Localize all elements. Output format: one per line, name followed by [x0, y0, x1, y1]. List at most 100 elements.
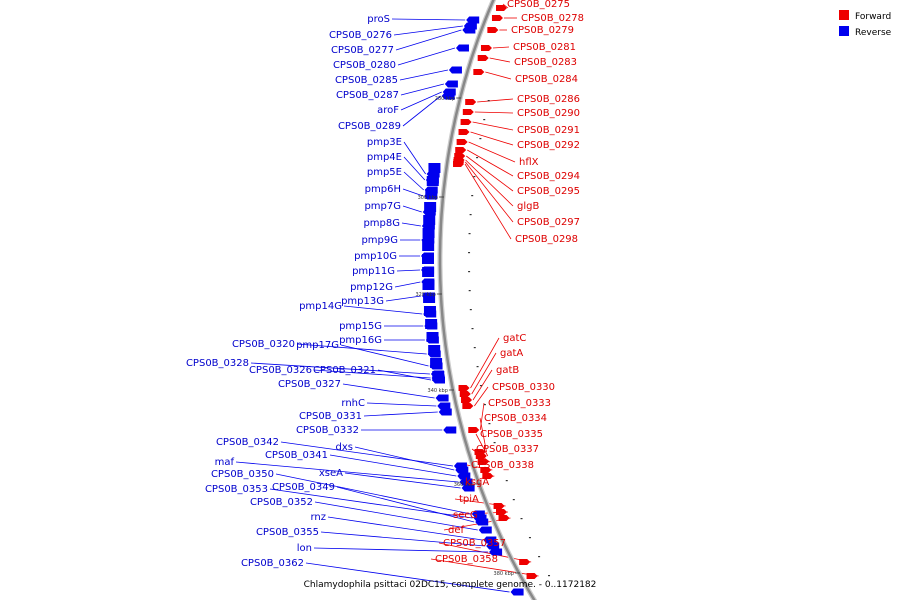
legend-label-reverse: Reverse — [855, 28, 892, 38]
gene-label-pmp5e[interactable]: pmp5E — [367, 167, 402, 178]
gene-label-cps0b-0320[interactable]: CPS0B_0320 — [232, 339, 295, 350]
gene-label-pmp6h[interactable]: pmp6H — [365, 184, 401, 195]
gene-label-cps0b-0334[interactable]: CPS0B_0334 — [484, 413, 547, 424]
reverse-gene-cps0b-0355 — [486, 542, 500, 550]
forward-gene-cps0b-0330 — [462, 403, 474, 409]
gene-label-def[interactable]: def — [448, 525, 465, 536]
gene-label-cps0b-0332[interactable]: CPS0B_0332 — [296, 425, 359, 436]
gene-label-pmp7g[interactable]: pmp7G — [364, 201, 401, 212]
gene-label-ksga[interactable]: ksgA — [465, 477, 489, 488]
gene-label-cps0b-0294[interactable]: CPS0B_0294 — [517, 171, 580, 182]
gene-label-cps0b-0335[interactable]: CPS0B_0335 — [480, 429, 543, 440]
gene-label-pmp8g[interactable]: pmp8G — [363, 218, 400, 229]
gene-label-cps0b-0341[interactable]: CPS0B_0341 — [265, 450, 328, 461]
gene-label-cps0b-0280[interactable]: CPS0B_0280 — [333, 60, 396, 71]
gene-label-maf[interactable]: maf — [215, 457, 235, 468]
gene-label-cps0b-0350[interactable]: CPS0B_0350 — [211, 469, 274, 480]
gene-label-cps0b-0285[interactable]: CPS0B_0285 — [335, 75, 398, 86]
gene-label-cps0b-0355[interactable]: CPS0B_0355 — [256, 527, 319, 538]
gene-label-lon[interactable]: lon — [297, 543, 312, 554]
gene-label-glgb[interactable]: glgB — [517, 201, 539, 212]
leader-gatb — [472, 369, 493, 401]
gene-label-cps0b-0326[interactable]: CPS0B_0326 — [249, 365, 312, 376]
gene-label-cps0b-0331[interactable]: CPS0B_0331 — [299, 411, 362, 422]
gene-label-cps0b-0333[interactable]: CPS0B_0333 — [488, 398, 551, 409]
gene-label-cps0b-0275[interactable]: CPS0B_0275 — [507, 0, 570, 10]
gene-label-cps0b-0276[interactable]: CPS0B_0276 — [329, 30, 392, 41]
gene-label-cps0b-0330[interactable]: CPS0B_0330 — [492, 382, 555, 393]
gene-label-cps0b-0290[interactable]: CPS0B_0290 — [517, 108, 580, 119]
gene-label-dxs[interactable]: dxs — [336, 442, 353, 453]
leader-hflx — [468, 141, 516, 163]
gene-label-pmp4e[interactable]: pmp4E — [367, 152, 402, 163]
gene-label-cps0b-0277[interactable]: CPS0B_0277 — [331, 45, 394, 56]
gene-label-cps0b-0327[interactable]: CPS0B_0327 — [278, 379, 341, 390]
gene-label-hflx[interactable]: hflX — [519, 157, 539, 168]
gene-label-tpia[interactable]: tpiA — [459, 494, 479, 505]
gene-label-cps0b-0286[interactable]: CPS0B_0286 — [517, 94, 580, 105]
leader-gatc — [470, 337, 500, 389]
gene-label-pmp13g[interactable]: pmp13G — [341, 296, 384, 307]
leader-cps0b-0291 — [472, 121, 514, 131]
gene-label-cps0b-0298[interactable]: CPS0B_0298 — [515, 234, 578, 245]
gene-label-arof[interactable]: aroF — [377, 105, 399, 116]
gene-label-cps0b-0352[interactable]: CPS0B_0352 — [250, 497, 313, 508]
gene-label-cps0b-0338[interactable]: CPS0B_0338 — [471, 460, 534, 471]
gene-label-cps0b-0287[interactable]: CPS0B_0287 — [336, 90, 399, 101]
gene-label-gatc[interactable]: gatC — [503, 333, 526, 344]
forward-gene-gatc — [458, 385, 470, 391]
gene-label-cps0b-0278[interactable]: CPS0B_0278 — [521, 13, 584, 24]
gene-label-cps0b-0279[interactable]: CPS0B_0279 — [511, 25, 574, 36]
leader-cps0b-0328 — [250, 362, 430, 375]
gene-label-secg[interactable]: secG — [453, 510, 478, 521]
leader-pmp14g — [343, 305, 423, 315]
reverse-gene-cps0b-0332 — [443, 426, 457, 434]
gene-label-pmp3e[interactable]: pmp3E — [367, 137, 402, 148]
reverse-gene-pros — [466, 16, 480, 24]
leader-maf — [235, 461, 459, 483]
gene-label-cps0b-0337[interactable]: CPS0B_0337 — [476, 444, 539, 455]
gene-label-cps0b-0358[interactable]: CPS0B_0358 — [435, 554, 498, 565]
reverse-gene-block — [422, 228, 435, 238]
gene-label-pmp9g[interactable]: pmp9G — [361, 235, 398, 246]
feature-dash — [538, 556, 541, 558]
reverse-gene-cps0b-0289 — [441, 92, 455, 100]
forward-gene-hflx — [456, 139, 468, 145]
reverse-gene-dxs — [455, 466, 469, 474]
gene-label-cps0b-0321[interactable]: CPS0B_0321 — [313, 365, 376, 376]
gene-label-cps0b-0357[interactable]: CPS0B_0357 — [443, 538, 506, 549]
gene-label-pros[interactable]: proS — [367, 14, 390, 25]
gene-label-pmp10g[interactable]: pmp10G — [354, 251, 397, 262]
gene-label-pmp15g[interactable]: pmp15G — [339, 321, 382, 332]
gene-label-cps0b-0283[interactable]: CPS0B_0283 — [514, 57, 577, 68]
gene-label-pmp16g[interactable]: pmp16G — [339, 335, 382, 346]
gene-label-cps0b-0292[interactable]: CPS0B_0292 — [517, 140, 580, 151]
gene-label-cps0b-0284[interactable]: CPS0B_0284 — [515, 74, 578, 85]
feature-dash — [483, 119, 486, 121]
gene-label-cps0b-0295[interactable]: CPS0B_0295 — [517, 186, 580, 197]
backbone-line — [438, 0, 536, 600]
gene-label-xsea[interactable]: xseA — [319, 468, 343, 479]
gene-label-cps0b-0328[interactable]: CPS0B_0328 — [186, 358, 249, 369]
forward-gene-cps0b-0279 — [487, 27, 499, 33]
gene-label-cps0b-0281[interactable]: CPS0B_0281 — [513, 42, 576, 53]
forward-gene-tpia — [493, 503, 505, 509]
label-leader-lines — [235, 3, 539, 593]
gene-label-cps0b-0353[interactable]: CPS0B_0353 — [205, 484, 268, 495]
gene-label-cps0b-0289[interactable]: CPS0B_0289 — [338, 121, 401, 132]
gene-label-cps0b-0362[interactable]: CPS0B_0362 — [241, 558, 304, 569]
gene-label-pmp12g[interactable]: pmp12G — [350, 282, 393, 293]
gene-label-cps0b-0349[interactable]: CPS0B_0349 — [272, 482, 335, 493]
gene-label-cps0b-0297[interactable]: CPS0B_0297 — [517, 217, 580, 228]
gene-label-cps0b-0342[interactable]: CPS0B_0342 — [216, 437, 279, 448]
reverse-gene-block — [428, 345, 441, 355]
gene-label-gatb[interactable]: gatB — [496, 365, 519, 376]
gene-label-pmp17g[interactable]: pmp17G — [296, 340, 339, 351]
gene-label-rnz[interactable]: rnz — [310, 512, 326, 523]
gene-label-pmp11g[interactable]: pmp11G — [352, 266, 395, 277]
gene-label-cps0b-0291[interactable]: CPS0B_0291 — [517, 125, 580, 136]
gene-label-gata[interactable]: gatA — [500, 348, 523, 359]
gene-label-rnhc[interactable]: rnhC — [341, 398, 365, 409]
gene-label-pmp14g[interactable]: pmp14G — [299, 301, 342, 312]
